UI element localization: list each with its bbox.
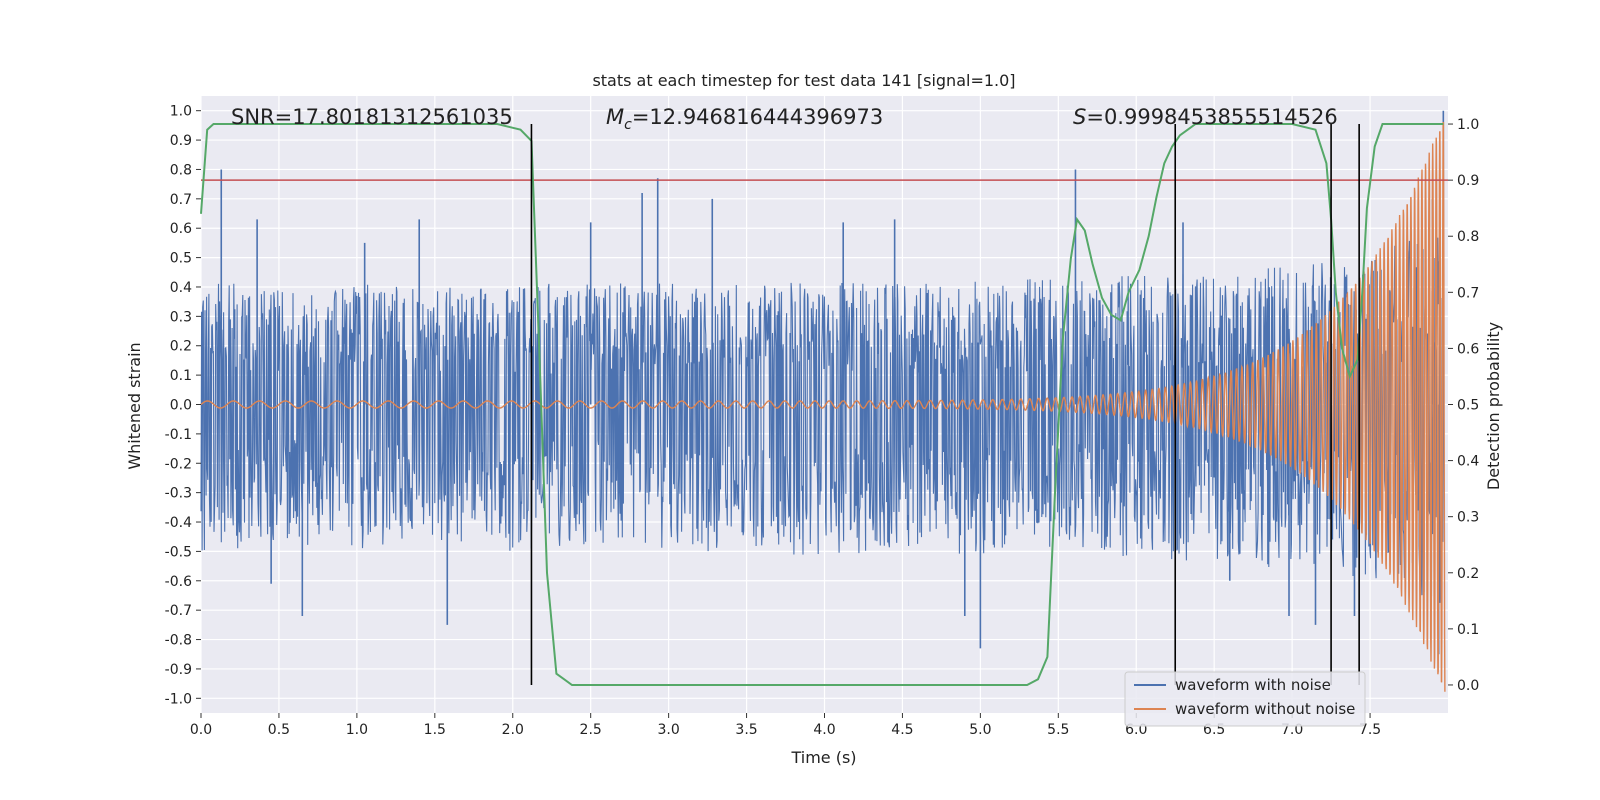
y2-tick-label: 0.9: [1457, 173, 1479, 189]
x-tick-label: 3.5: [735, 722, 757, 738]
mc-value: =12.946816444396973: [632, 105, 883, 129]
y-tick-label: -0.8: [165, 633, 192, 649]
s-symbol: S: [1073, 105, 1086, 129]
y2-tick-label: 0.7: [1457, 285, 1479, 301]
y-tick-label: 0.4: [170, 280, 192, 296]
y-tick-label: -0.4: [165, 515, 192, 531]
x-tick-label: 1.0: [346, 722, 368, 738]
y2-tick-label: 0.4: [1457, 454, 1479, 470]
x-tick-label: 3.0: [657, 722, 679, 738]
clean-waveform: [200, 121, 1446, 692]
chart-title: stats at each timestep for test data 141…: [592, 71, 1015, 90]
chirp-mass-annotation: Mc=12.946816444396973: [606, 105, 883, 133]
y-tick-label: -0.1: [165, 427, 192, 443]
y-tick-label: 0.7: [170, 192, 192, 208]
y2-tick-label: 1.0: [1457, 117, 1479, 133]
snr-annotation: SNR=17.80181312561035: [231, 105, 513, 129]
y-tick-label: -0.5: [165, 544, 192, 560]
y2-tick-label: 0.8: [1457, 229, 1479, 245]
x-axis-label: Time (s): [790, 748, 856, 767]
y-axis-label: Whitened strain: [125, 342, 144, 469]
legend-label-clean: waveform without noise: [1175, 700, 1355, 718]
y-tick-label: -0.9: [165, 662, 192, 678]
legend-label-noisy: waveform with noise: [1175, 676, 1331, 694]
y-tick-label: 0.8: [170, 162, 192, 178]
mc-symbol: M: [606, 105, 624, 129]
x-tick-label: 5.5: [1047, 722, 1069, 738]
s-value: =0.9998453855514526: [1086, 105, 1337, 129]
x-tick-label: 0.0: [190, 722, 212, 738]
x-axis-ticks: 0.0 0.5 1.0 1.5 2.0 2.5 3.0 3.5 4.0 4.5 5.0 5.5 6.0 6…: [190, 713, 1381, 738]
y2-tick-label: 0.3: [1457, 510, 1479, 526]
s-annotation: S=0.9998453855514526: [1073, 105, 1338, 129]
x-tick-label: 7.5: [1359, 722, 1381, 738]
mc-subscript: c: [624, 117, 632, 133]
y-tick-label: 0.6: [170, 221, 192, 237]
y-tick-label: -1.0: [165, 691, 192, 707]
x-tick-label: 0.5: [268, 722, 290, 738]
x-tick-label: 2.5: [580, 722, 602, 738]
y2-tick-label: 0.0: [1457, 678, 1479, 694]
legend: waveform with noise waveform without noi…: [1124, 671, 1366, 727]
probability-curve: [200, 123, 1444, 686]
y-tick-label: 0.9: [170, 133, 192, 149]
x-tick-label: 2.0: [502, 722, 524, 738]
y-tick-label: 0.5: [170, 251, 192, 267]
legend-box: [1124, 671, 1366, 727]
detection-markers: [530, 124, 1360, 685]
x-tick-label: 4.5: [891, 722, 913, 738]
y-tick-label: 0.2: [170, 339, 192, 355]
probability-trace: [200, 123, 1444, 686]
y-tick-label: -0.6: [165, 574, 192, 590]
y2-tick-label: 0.2: [1457, 566, 1479, 582]
x-tick-label: 5.0: [969, 722, 991, 738]
y2-axis-ticks: 1.0 0.9 0.8 0.7 0.6 0.5 0.4 0.3 0.2 0.1 0.0: [1448, 117, 1479, 694]
y-tick-label: 0.0: [170, 398, 192, 414]
y-tick-label: -0.2: [165, 456, 192, 472]
x-tick-label: 4.0: [813, 722, 835, 738]
y-tick-label: -0.3: [165, 486, 192, 502]
y2-axis-label: Detection probability: [1484, 322, 1503, 490]
x-tick-label: 1.5: [424, 722, 446, 738]
y-tick-label: 0.1: [170, 368, 192, 384]
y2-tick-label: 0.1: [1457, 622, 1479, 638]
y-tick-label: 0.3: [170, 309, 192, 325]
y-tick-label: -0.7: [165, 603, 192, 619]
noisy-trace: [200, 237, 1444, 603]
y2-tick-label: 0.5: [1457, 398, 1479, 414]
y-tick-label: 1.0: [170, 104, 192, 120]
y2-tick-label: 0.6: [1457, 341, 1479, 357]
y-axis-ticks: 1.0 0.9 0.8 0.7 0.6 0.5 0.4 0.3 0.2 0.1 0.0 -0.1 -0.…: [165, 104, 201, 707]
clean-trace: [200, 121, 1446, 692]
